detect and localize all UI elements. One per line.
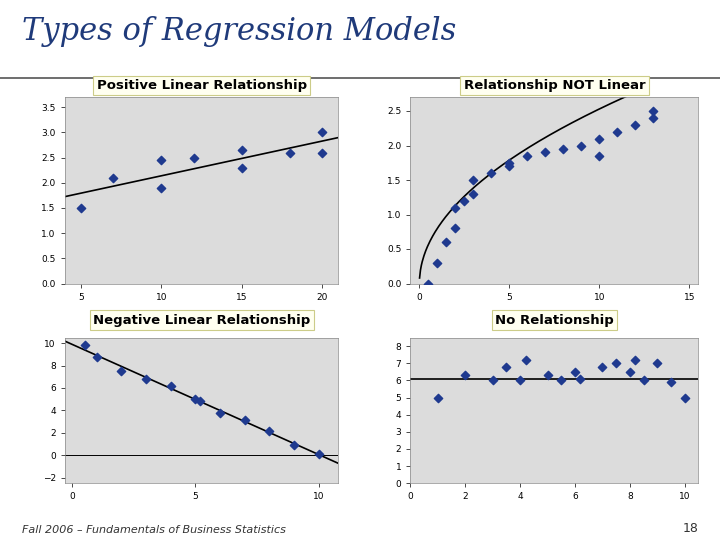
Point bbox=[468, 176, 480, 184]
Point bbox=[648, 107, 660, 116]
Point bbox=[612, 127, 624, 136]
Point bbox=[487, 376, 498, 384]
Point bbox=[156, 156, 167, 165]
Point bbox=[575, 374, 586, 383]
Point bbox=[576, 141, 588, 150]
Text: Negative Linear Relationship: Negative Linear Relationship bbox=[93, 314, 310, 327]
Point bbox=[504, 162, 516, 171]
Point bbox=[638, 376, 649, 384]
Text: 18: 18 bbox=[683, 522, 698, 535]
Point bbox=[288, 441, 300, 449]
Point bbox=[629, 355, 641, 364]
Point bbox=[520, 355, 531, 364]
Point bbox=[432, 393, 444, 402]
Point bbox=[665, 378, 677, 387]
Point bbox=[215, 408, 226, 417]
Point bbox=[468, 190, 480, 198]
Point bbox=[188, 153, 199, 162]
Point bbox=[514, 376, 526, 384]
Point bbox=[541, 371, 553, 380]
Point bbox=[459, 197, 470, 205]
Point bbox=[593, 152, 605, 160]
Point bbox=[593, 134, 605, 143]
Point bbox=[500, 362, 512, 371]
Point bbox=[557, 145, 569, 153]
Point bbox=[236, 164, 248, 172]
Point bbox=[521, 152, 533, 160]
Point bbox=[284, 148, 296, 157]
Point bbox=[165, 381, 176, 390]
Point bbox=[194, 397, 206, 406]
Point bbox=[116, 367, 127, 375]
Point bbox=[78, 341, 90, 350]
Point bbox=[449, 203, 461, 212]
Point bbox=[570, 368, 581, 376]
Point bbox=[629, 120, 641, 129]
Text: No Relationship: No Relationship bbox=[495, 314, 613, 327]
Point bbox=[540, 148, 552, 157]
Point bbox=[624, 368, 636, 376]
Point bbox=[679, 393, 690, 402]
Point bbox=[597, 362, 608, 371]
Point bbox=[652, 359, 663, 368]
Text: Relationship NOT Linear: Relationship NOT Linear bbox=[464, 79, 645, 92]
Point bbox=[648, 113, 660, 122]
Point bbox=[140, 375, 152, 383]
Text: Fall 2006 – Fundamentals of Business Statistics: Fall 2006 – Fundamentals of Business Sta… bbox=[22, 524, 285, 535]
Text: Positive Linear Relationship: Positive Linear Relationship bbox=[96, 79, 307, 92]
Point bbox=[239, 416, 251, 425]
Point bbox=[156, 184, 167, 192]
Point bbox=[459, 371, 471, 380]
Point bbox=[313, 450, 325, 458]
Point bbox=[485, 169, 497, 178]
Point bbox=[189, 395, 201, 403]
Point bbox=[91, 352, 103, 361]
Point bbox=[432, 259, 444, 267]
Point bbox=[611, 359, 622, 368]
Point bbox=[236, 146, 248, 154]
Point bbox=[504, 158, 516, 167]
Point bbox=[441, 238, 452, 246]
Point bbox=[423, 279, 434, 288]
Point bbox=[317, 148, 328, 157]
Point bbox=[317, 128, 328, 137]
Text: Types of Regression Models: Types of Regression Models bbox=[22, 16, 456, 47]
Point bbox=[556, 376, 567, 384]
Point bbox=[264, 426, 275, 435]
Point bbox=[107, 173, 119, 182]
Point bbox=[75, 204, 86, 212]
Point bbox=[449, 224, 461, 233]
